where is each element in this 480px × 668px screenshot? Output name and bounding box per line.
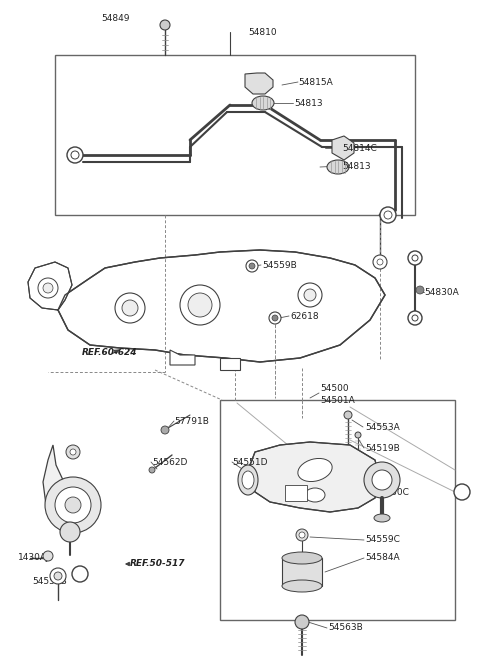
Text: 54530C: 54530C [374,488,409,496]
Text: 54519B: 54519B [365,444,400,452]
Text: A: A [77,570,83,578]
Ellipse shape [305,488,325,502]
Text: 62618: 62618 [290,311,319,321]
Text: 54553A: 54553A [365,422,400,432]
Circle shape [43,551,53,561]
Circle shape [364,462,400,498]
Circle shape [38,278,58,298]
Text: A: A [459,488,465,496]
Text: 54814C: 54814C [342,144,377,152]
Text: A: A [77,570,83,578]
Circle shape [60,522,80,542]
Circle shape [412,315,418,321]
Circle shape [249,263,255,269]
Text: 54559C: 54559C [365,536,400,544]
Circle shape [66,445,80,459]
Text: 1430AJ: 1430AJ [18,554,49,562]
Circle shape [161,426,169,434]
Text: 54830A: 54830A [424,287,459,297]
Text: 54559B: 54559B [262,261,297,269]
Text: A: A [459,488,465,496]
Text: 54562D: 54562D [152,458,187,466]
Bar [55,55,415,215]
Polygon shape [332,136,354,160]
Text: 54501A: 54501A [320,395,355,405]
Circle shape [384,211,392,219]
Text: 54813: 54813 [294,98,323,108]
Circle shape [71,151,79,159]
Ellipse shape [282,552,322,564]
Circle shape [160,20,170,30]
Text: 54815A: 54815A [298,77,333,86]
Circle shape [72,566,88,582]
Ellipse shape [238,465,258,495]
Polygon shape [250,442,380,512]
Text: 54500: 54500 [320,383,348,393]
Bar [282,558,322,586]
Circle shape [149,467,155,473]
Circle shape [65,497,81,513]
Bar [220,400,455,620]
Polygon shape [170,350,195,365]
Circle shape [344,411,352,419]
Polygon shape [245,73,273,94]
Circle shape [50,568,66,584]
Ellipse shape [282,580,322,592]
Text: 54551D: 54551D [232,458,267,466]
Circle shape [45,477,101,533]
Circle shape [355,432,361,438]
Ellipse shape [252,96,274,110]
Circle shape [454,484,470,500]
Polygon shape [28,262,72,310]
Circle shape [43,283,53,293]
Circle shape [373,255,387,269]
Ellipse shape [374,514,390,522]
Circle shape [299,532,305,538]
Circle shape [408,251,422,265]
Circle shape [180,285,220,325]
Circle shape [55,487,91,523]
Ellipse shape [327,160,349,174]
Ellipse shape [298,458,332,482]
Circle shape [298,283,322,307]
Circle shape [408,311,422,325]
Circle shape [246,260,258,272]
Text: REF.60-624: REF.60-624 [82,347,137,357]
Text: 54810: 54810 [248,27,276,37]
Circle shape [416,286,424,294]
Circle shape [122,300,138,316]
Circle shape [269,312,281,324]
Circle shape [67,147,83,163]
Ellipse shape [242,471,254,489]
Circle shape [295,615,309,629]
Circle shape [70,449,76,455]
Circle shape [377,259,383,265]
Circle shape [115,293,145,323]
Text: 54559B: 54559B [33,578,67,587]
Text: 54813: 54813 [342,162,371,170]
Text: 54563B: 54563B [328,623,363,633]
Polygon shape [43,445,98,530]
Circle shape [296,529,308,541]
Bar [285,485,307,501]
Text: REF.50-517: REF.50-517 [130,560,185,568]
Text: 57791B: 57791B [174,417,209,426]
Circle shape [188,293,212,317]
Circle shape [54,572,62,580]
Polygon shape [58,250,385,362]
Circle shape [412,255,418,261]
Circle shape [372,470,392,490]
Circle shape [304,289,316,301]
Text: 54849: 54849 [101,13,130,23]
Text: 54584A: 54584A [365,554,400,562]
Polygon shape [220,358,240,370]
Circle shape [272,315,278,321]
Circle shape [380,207,396,223]
